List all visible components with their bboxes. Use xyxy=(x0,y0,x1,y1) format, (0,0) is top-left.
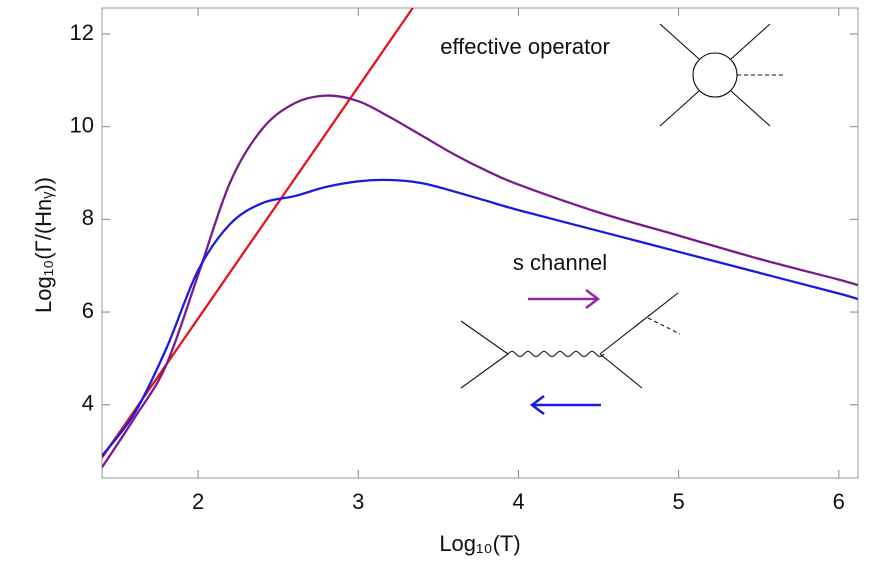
y-tick-label: 4 xyxy=(82,391,94,416)
x-tick-label: 2 xyxy=(192,489,204,514)
arrow-backward xyxy=(529,395,601,415)
arrow-forward xyxy=(528,289,601,309)
line-series xyxy=(102,94,858,468)
annotation: s channel xyxy=(513,250,607,275)
plot-frame xyxy=(101,7,859,479)
x-tick-label: 4 xyxy=(512,489,524,514)
plot-area xyxy=(102,8,858,468)
annotation: effective operator xyxy=(440,34,610,59)
y-tick-label: 10 xyxy=(70,112,94,137)
x-axis-label: Log₁₀(T) xyxy=(439,531,520,556)
y-tick-label: 8 xyxy=(82,205,94,230)
diagram-effective-operator xyxy=(659,23,783,127)
y-tick-label: 12 xyxy=(70,20,94,45)
x-tick-label: 3 xyxy=(352,489,364,514)
y-axis-label: Log₁₀(Γ/(Hnᵧ)) xyxy=(31,177,56,313)
line-series xyxy=(102,178,858,457)
x-tick-label: 6 xyxy=(833,489,845,514)
line-series xyxy=(102,8,415,459)
diagram-s-channel xyxy=(460,292,681,389)
y-tick-label: 6 xyxy=(82,298,94,323)
x-tick-label: 5 xyxy=(672,489,684,514)
